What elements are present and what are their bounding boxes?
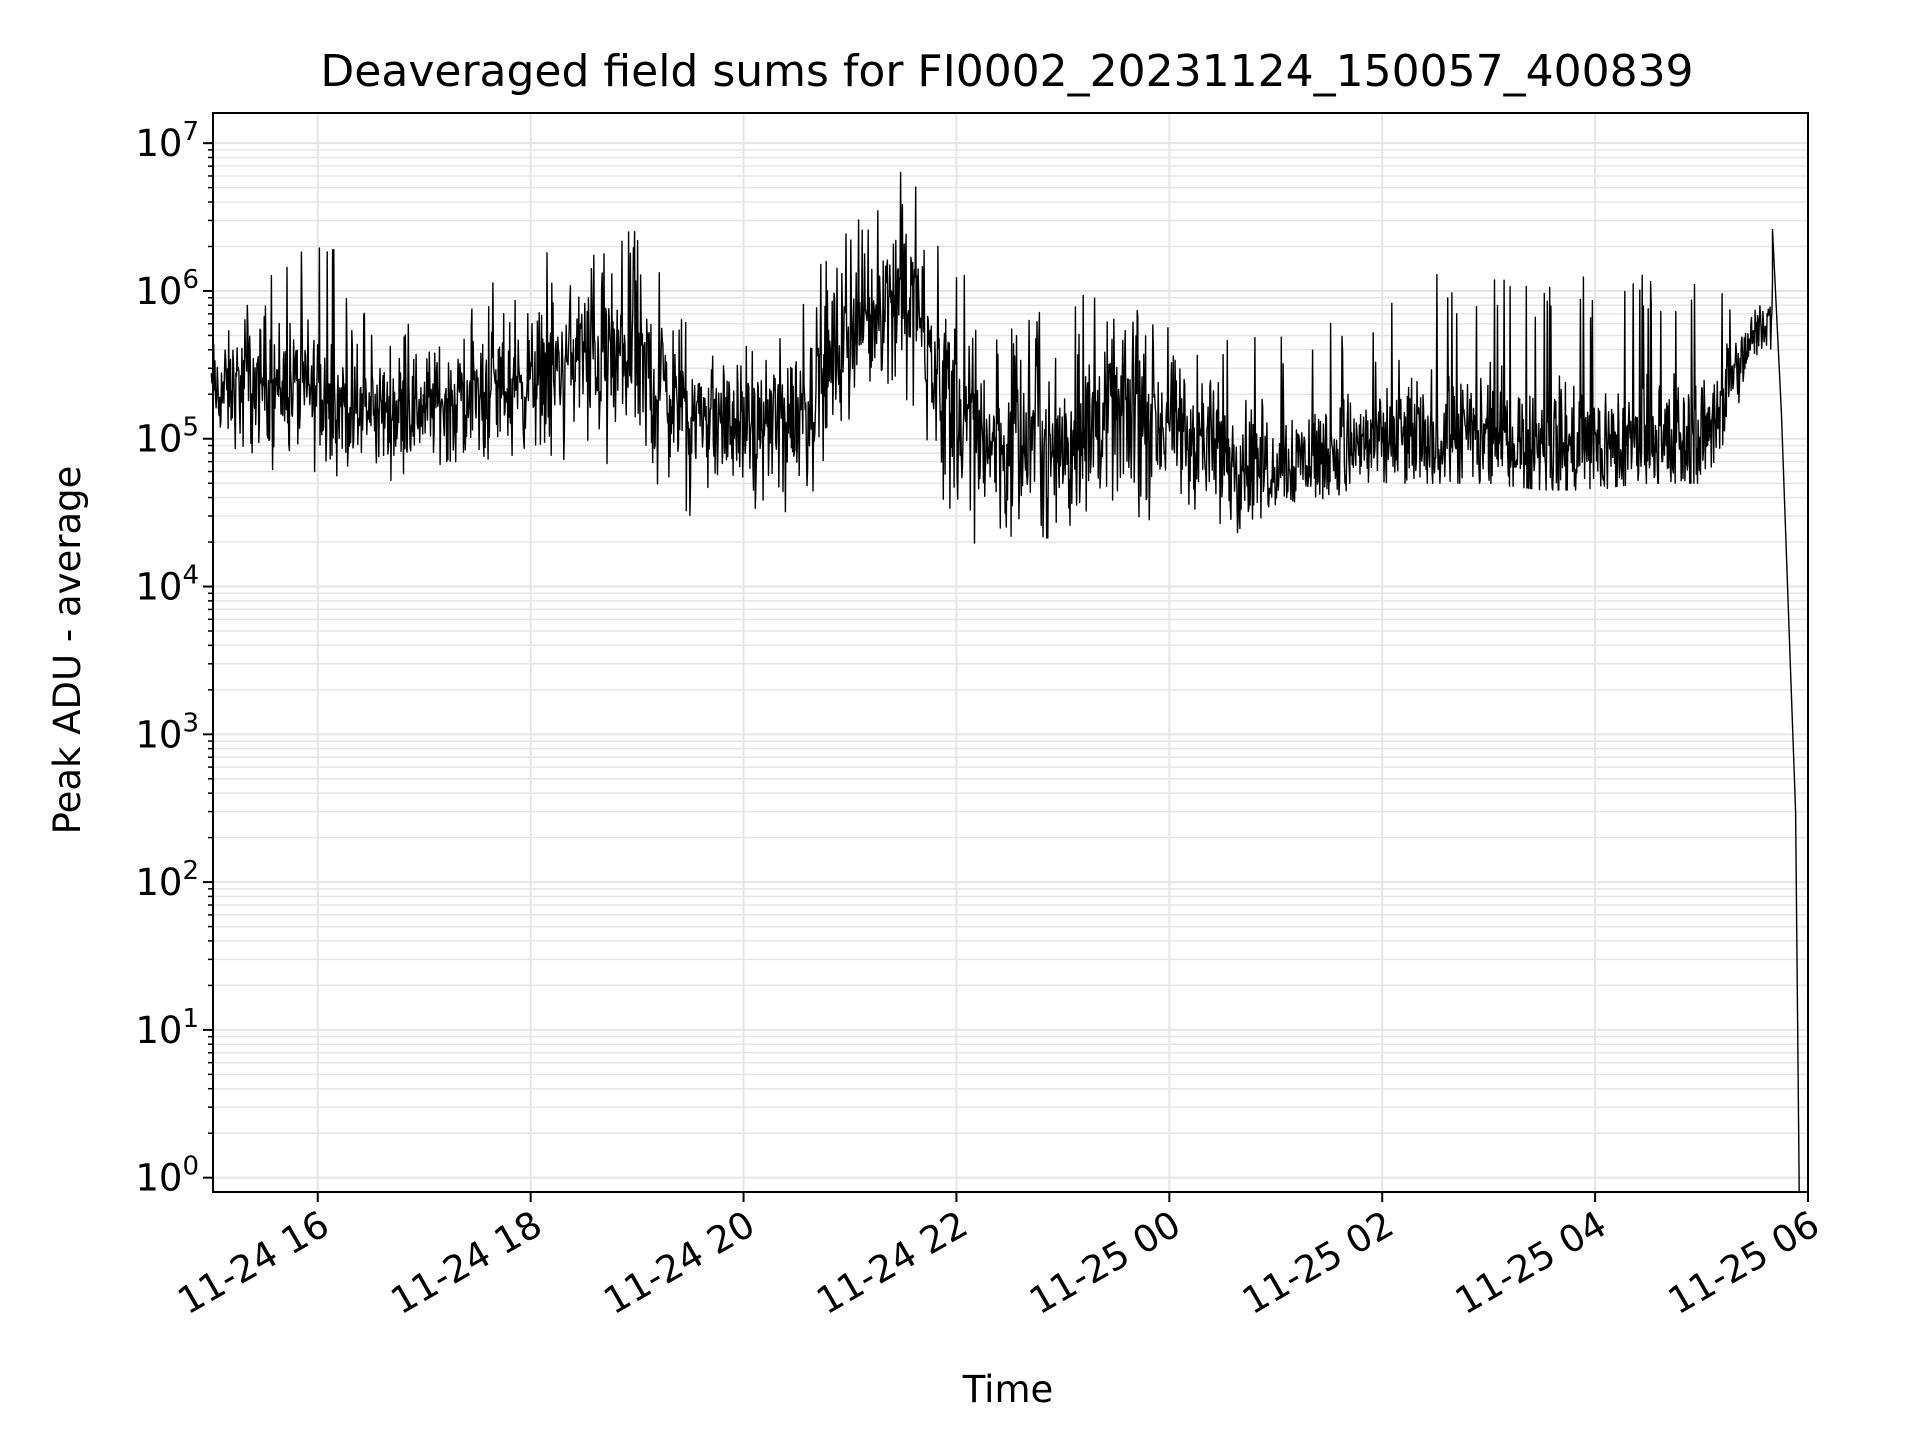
y-tick-label: 104 (135, 561, 199, 609)
plot-frame (212, 112, 1809, 1193)
y-tick-label: 101 (135, 1004, 199, 1052)
y-axis-label: Peak ADU - average (46, 466, 89, 835)
y-tick-label: 105 (135, 413, 199, 461)
y-tick-label: 107 (135, 117, 199, 165)
y-tick-label: 102 (135, 856, 199, 904)
series-line (210, 171, 1800, 1192)
y-tick-label: 100 (135, 1152, 199, 1200)
data-series (210, 171, 1800, 1192)
y-axis-ticks: 100 101 102 103 104 105 106 107 (135, 117, 213, 1200)
y-tick-label: 106 (135, 265, 199, 313)
x-axis-label: Time (962, 1368, 1054, 1411)
y-tick-label: 103 (135, 708, 199, 756)
chart-title: Deaveraged field sums for FI0002_2023112… (320, 46, 1693, 97)
